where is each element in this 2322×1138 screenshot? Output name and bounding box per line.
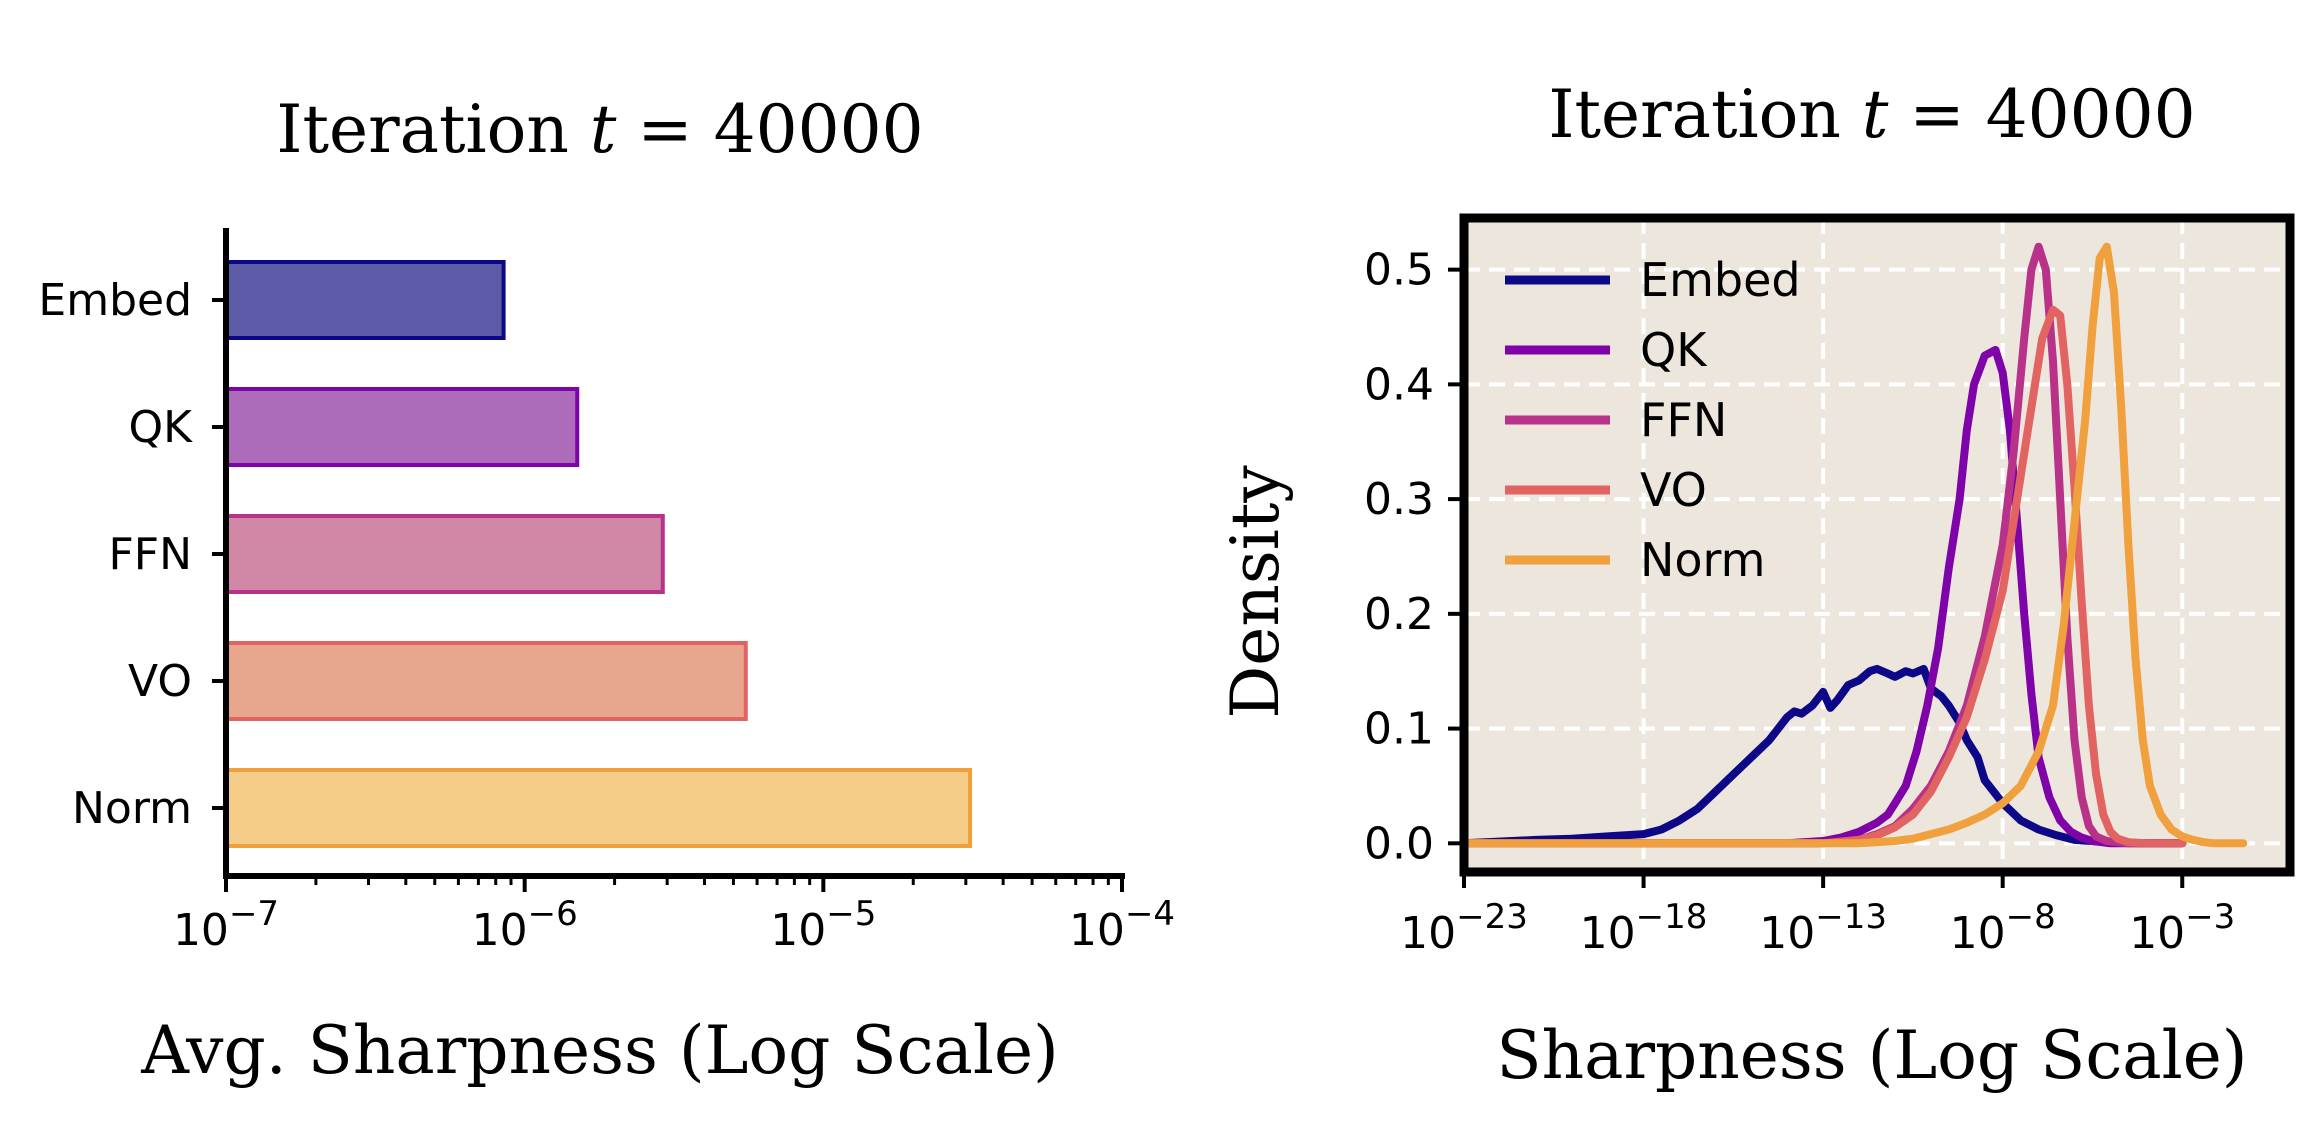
right-x-axis-label: Sharpness (Log Scale) bbox=[1496, 1017, 2247, 1094]
y-tick-label: 0.0 bbox=[1364, 818, 1434, 869]
x-tick-label: 10−5 bbox=[770, 894, 876, 956]
y-tick-label: 0.5 bbox=[1364, 245, 1434, 296]
x-tick-label: 10−4 bbox=[1069, 894, 1175, 956]
y-tick-label-ffn: FFN bbox=[108, 529, 192, 580]
y-tick-label-qk: QK bbox=[129, 402, 194, 453]
bar-vo bbox=[224, 641, 748, 721]
x-tick-label: 10−3 bbox=[2129, 897, 2235, 959]
right-chart-title: Iteration t = 40000 bbox=[1548, 76, 2195, 153]
plot-background bbox=[1464, 218, 2290, 872]
right-y-axis-label: Density bbox=[1217, 465, 1294, 719]
bar-qk bbox=[224, 387, 580, 467]
legend-label-embed: Embed bbox=[1640, 253, 1801, 307]
legend-label-vo: VO bbox=[1640, 463, 1707, 517]
right-density-chart: Iteration t = 40000 0.0 0.1 0.2 0.3 0.4 0.5 1… bbox=[1217, 76, 2295, 1094]
left-chart-title: Iteration t = 40000 bbox=[276, 91, 923, 168]
series-line-qk bbox=[1460, 345, 2187, 848]
legend-label-qk: QK bbox=[1640, 323, 1708, 377]
series-line-norm bbox=[1460, 242, 2248, 848]
y-tick-label: 0.1 bbox=[1364, 704, 1434, 755]
bar-ffn bbox=[224, 514, 665, 594]
x-tick-label: 10−23 bbox=[1400, 897, 1528, 959]
x-tick-label: 10−8 bbox=[1950, 897, 2056, 959]
series-line-vo bbox=[1460, 305, 2187, 848]
legend-label-norm: Norm bbox=[1640, 533, 1765, 587]
x-tick-label: 10−6 bbox=[472, 894, 578, 956]
y-tick-label-vo: VO bbox=[128, 656, 192, 707]
left-y-tick-labels: Embed QK FFN VO Norm bbox=[38, 275, 193, 834]
plot-frame bbox=[1459, 213, 2295, 877]
left-axes bbox=[212, 228, 1125, 892]
x-tick-label: 10−18 bbox=[1580, 897, 1708, 959]
left-bars bbox=[224, 260, 973, 848]
bar-norm bbox=[224, 768, 973, 848]
right-y-tick-labels: 0.0 0.1 0.2 0.3 0.4 0.5 bbox=[1364, 245, 1434, 870]
bar-embed bbox=[224, 260, 506, 340]
left-bar-chart: Iteration t = 40000 Embed QK FFN VO Norm 10−… bbox=[38, 91, 1175, 1089]
y-tick-label-norm: Norm bbox=[72, 783, 192, 834]
right-x-tick-labels: 10−23 10−18 10−13 10−8 10−3 bbox=[1400, 897, 2235, 959]
legend: Embed QK FFN VO Norm bbox=[1505, 253, 1801, 587]
y-tick-label: 0.4 bbox=[1364, 359, 1434, 410]
y-tick-label: 0.3 bbox=[1364, 474, 1434, 525]
x-tick-label: 10−7 bbox=[173, 894, 279, 956]
left-x-axis-label: Avg. Sharpness (Log Scale) bbox=[140, 1012, 1059, 1089]
y-tick-label: 0.2 bbox=[1364, 589, 1434, 640]
x-tick-label: 10−13 bbox=[1759, 897, 1887, 959]
legend-label-ffn: FFN bbox=[1640, 393, 1727, 447]
left-x-tick-labels: 10−7 10−6 10−5 10−4 bbox=[173, 894, 1175, 956]
density-lines bbox=[1460, 242, 2248, 848]
y-tick-label-embed: Embed bbox=[38, 275, 192, 326]
